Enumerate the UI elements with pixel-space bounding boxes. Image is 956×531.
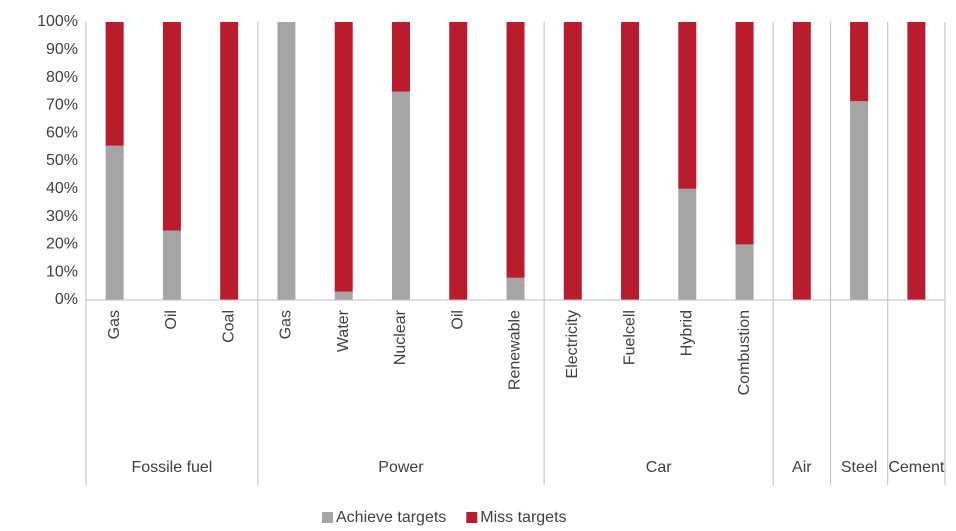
x-tick-label: Nuclear xyxy=(392,309,409,365)
bar-segment xyxy=(850,101,869,300)
bar-segment xyxy=(334,291,353,300)
bar-segment xyxy=(162,230,181,300)
bar-segment xyxy=(277,22,296,300)
group-label: Steel xyxy=(841,459,877,476)
bar-segment xyxy=(506,277,525,300)
group-label: Car xyxy=(646,459,672,476)
x-tick-label: Fuelcell xyxy=(621,310,638,365)
x-tick-label: Combustion xyxy=(736,310,753,395)
legend-label: Miss targets xyxy=(480,509,566,526)
x-tick-label: Electricity xyxy=(564,310,581,378)
legend-swatch xyxy=(466,512,478,523)
bar-segment xyxy=(105,22,124,146)
y-tick-label: 60% xyxy=(46,124,78,141)
x-tick-label: Coal xyxy=(220,310,237,343)
bar-segment xyxy=(391,91,410,300)
bar-segment xyxy=(621,22,640,300)
bar-segment xyxy=(678,22,697,189)
bar-segment xyxy=(162,22,181,231)
group-label: Cement xyxy=(888,459,945,476)
x-tick-label: Oil xyxy=(163,310,180,330)
bar-segment xyxy=(850,22,869,102)
x-tick-label: Gas xyxy=(106,310,123,339)
bar-segment xyxy=(449,22,468,300)
y-tick-label: 40% xyxy=(46,180,78,197)
legend-swatch xyxy=(322,512,333,523)
x-tick-label: Gas xyxy=(278,310,295,339)
x-tick-label: Water xyxy=(335,309,352,352)
bar-segment xyxy=(792,22,811,300)
bar-segment xyxy=(735,244,754,300)
y-tick-label: 80% xyxy=(46,69,78,86)
y-tick-label: 100% xyxy=(37,13,78,30)
bar-segment xyxy=(105,145,124,300)
bar-segment xyxy=(678,188,697,300)
y-tick-label: 10% xyxy=(46,263,78,280)
bar-segment xyxy=(563,22,582,300)
y-tick-label: 90% xyxy=(46,41,78,58)
bar-segment xyxy=(907,22,926,300)
legend-label: Achieve targets xyxy=(336,509,446,526)
x-tick-label: Oil xyxy=(449,310,466,330)
group-label: Fossile fuel xyxy=(131,459,212,476)
y-tick-label: 0% xyxy=(55,291,78,308)
group-label: Air xyxy=(792,459,812,476)
x-tick-label: Hybrid xyxy=(679,310,696,356)
x-tick-label: Renewable xyxy=(507,310,524,390)
bar-segment xyxy=(506,22,525,278)
y-tick-label: 50% xyxy=(46,152,78,169)
bar-segment xyxy=(220,22,239,300)
group-label: Power xyxy=(378,459,424,476)
y-tick-label: 70% xyxy=(46,97,78,114)
bar-segment xyxy=(735,22,754,245)
bar-segment xyxy=(391,22,410,92)
y-tick-label: 20% xyxy=(46,236,78,253)
y-tick-label: 30% xyxy=(46,208,78,225)
bar-segment xyxy=(334,22,353,292)
